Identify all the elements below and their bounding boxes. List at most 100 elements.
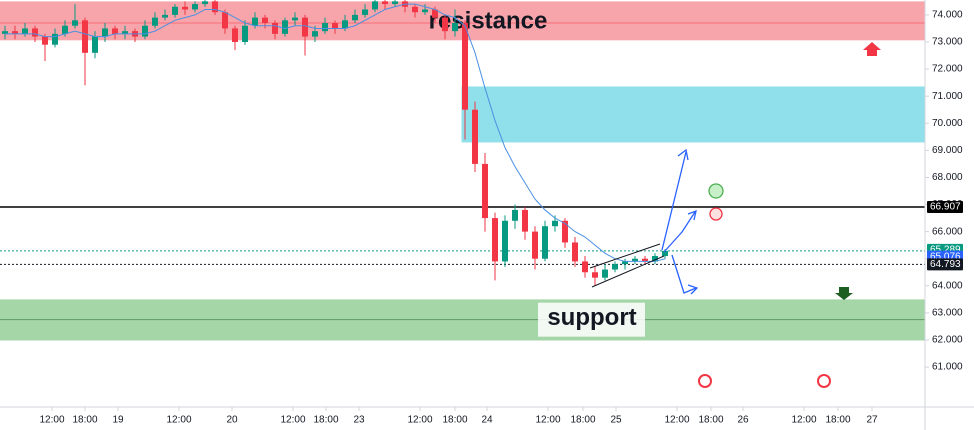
- candle-body: [182, 6, 188, 10]
- x-tick-label: 12:00: [791, 415, 816, 426]
- candle-body: [432, 9, 438, 18]
- zone: [461, 86, 926, 143]
- down-arrow-icon: [835, 287, 853, 300]
- x-tick-label: 27: [866, 415, 878, 426]
- candle-body: [122, 31, 128, 34]
- candle-body: [222, 12, 228, 29]
- candle-body: [242, 25, 248, 42]
- price-tag-label: 65.289: [930, 245, 961, 256]
- candle-body: [362, 9, 368, 15]
- x-tick-label: 12:00: [664, 415, 689, 426]
- y-tick-label: 73.000: [932, 37, 963, 48]
- candle-body: [42, 36, 48, 45]
- candle-body: [252, 17, 258, 26]
- moving-average: [5, 3, 666, 262]
- candle-body: [112, 28, 118, 34]
- arrow: [663, 209, 697, 253]
- annotations: [589, 42, 881, 388]
- candle-body: [342, 20, 348, 29]
- candle-body: [492, 218, 498, 262]
- arrow: [661, 148, 689, 251]
- x-tick-label: 18:00: [313, 415, 338, 426]
- candle-body: [552, 220, 558, 227]
- y-tick-label: 72.000: [932, 64, 963, 75]
- candle-body: [532, 231, 538, 259]
- candle-body: [262, 17, 268, 24]
- zones: resistance support: [0, 1, 926, 341]
- candle-body: [462, 23, 468, 110]
- candle-body: [82, 20, 88, 53]
- candle-body: [102, 28, 108, 37]
- candle-body: [602, 269, 608, 278]
- candle-body: [592, 272, 598, 278]
- candle-body: [412, 6, 418, 13]
- candle-body: [442, 17, 448, 32]
- candle-body: [212, 1, 218, 13]
- candle-body: [582, 261, 588, 273]
- candle-body: [12, 31, 18, 34]
- candle-body: [562, 220, 568, 243]
- candle-body: [202, 1, 208, 5]
- candle-body: [502, 220, 508, 262]
- x-tick-label: 12:00: [280, 415, 305, 426]
- y-tick-label: 63.000: [932, 308, 963, 319]
- x-tick-label: 12:00: [39, 415, 64, 426]
- candle-body: [472, 109, 478, 164]
- candle-body: [172, 6, 178, 15]
- candle-body: [482, 163, 488, 219]
- y-tick-label: 66.000: [932, 226, 963, 237]
- candle-body: [352, 14, 358, 21]
- candles: [2, 0, 668, 286]
- candle-body: [22, 28, 28, 34]
- arrow: [671, 254, 699, 295]
- candle-body: [322, 23, 328, 32]
- circle-marker: [709, 207, 723, 221]
- x-tick-label: 23: [353, 415, 365, 426]
- candle-body: [522, 209, 528, 232]
- candle-body: [382, 1, 388, 5]
- x-tick-label: 12:00: [166, 415, 191, 426]
- candle-body: [422, 9, 428, 13]
- candle-body: [232, 28, 238, 42]
- candle-body: [152, 17, 158, 26]
- candle-body: [272, 23, 278, 34]
- candle-body: [542, 226, 548, 259]
- y-tick-label: 62.000: [932, 335, 963, 346]
- candle-body: [282, 20, 288, 34]
- x-tick-label: 25: [610, 415, 622, 426]
- candle-body: [72, 20, 78, 26]
- candle-body: [372, 1, 378, 10]
- candle-body: [452, 23, 458, 32]
- event-icon: [817, 374, 831, 388]
- candle-body: [162, 14, 168, 18]
- x-tick-label: 12:00: [407, 415, 432, 426]
- x-tick-label: 18:00: [570, 415, 595, 426]
- x-tick-label: 18:00: [698, 415, 723, 426]
- price-tag: [927, 201, 963, 214]
- x-tick-label: 18:00: [442, 415, 467, 426]
- y-tick-label: 69.000: [932, 145, 963, 156]
- candle-body: [302, 17, 308, 37]
- candle-body: [62, 25, 68, 34]
- price-tag-label: 66.907: [930, 202, 961, 213]
- candle-body: [652, 256, 658, 262]
- candle-body: [52, 33, 58, 45]
- y-tick-label: 74.000: [932, 10, 963, 21]
- candle-body: [2, 31, 8, 34]
- candle-body: [612, 264, 618, 270]
- y-tick-label: 71.000: [932, 91, 963, 102]
- candle-body: [312, 31, 318, 37]
- price-tag-label: 64.793: [930, 259, 961, 270]
- channel-line: [589, 243, 661, 269]
- label-background: [538, 302, 645, 337]
- candle-body: [512, 209, 518, 221]
- candle-body: [32, 28, 38, 37]
- candle-body: [572, 242, 578, 262]
- candle-body: [392, 1, 398, 5]
- x-tick-label: 19: [112, 415, 124, 426]
- price-tag: [927, 258, 963, 271]
- candle-body: [622, 261, 628, 265]
